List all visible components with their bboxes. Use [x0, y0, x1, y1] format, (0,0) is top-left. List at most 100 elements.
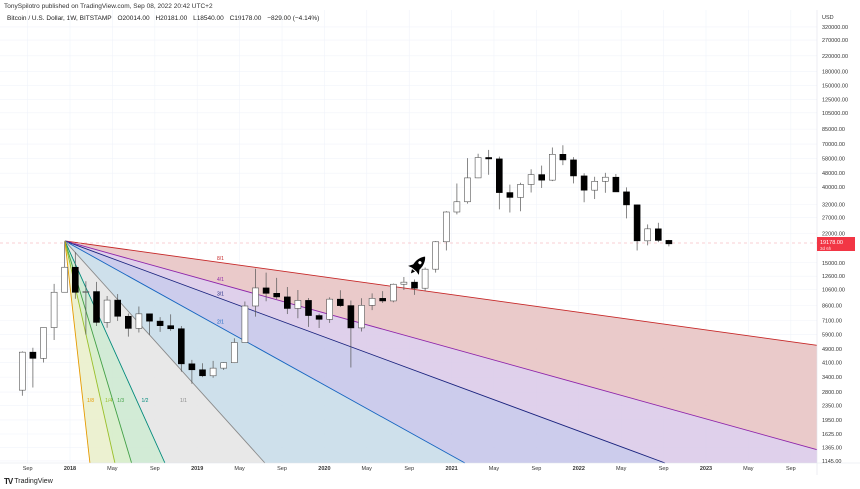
price-tick-label: 4900.00 — [822, 347, 842, 353]
time-tick-label: May — [743, 466, 754, 472]
candle-body — [654, 228, 662, 241]
candle-body — [506, 192, 514, 198]
fan-line-8-1 — [64, 240, 818, 346]
time-tick-label: May — [616, 466, 627, 472]
price-tick-label: 22000.00 — [822, 231, 845, 237]
candle-body — [252, 287, 259, 307]
candle-body — [464, 177, 471, 203]
gann-fan-labels: 8/1 4/1 3/1 2/1 1/1 1/2 1/3 1/4 1/8 — [87, 256, 224, 404]
current-price-badge: 19178.00 3d 6h — [817, 237, 855, 251]
price-tick-label: 320000.00 — [822, 25, 848, 31]
time-tick-label: Sep — [23, 466, 33, 472]
fan-label: 1/8 — [87, 398, 94, 404]
fan-line-3-1 — [64, 240, 666, 464]
price-tick-label: 2350.00 — [822, 404, 842, 410]
candle-body — [146, 313, 153, 322]
fan-line-1-2 — [64, 240, 166, 464]
candle-body — [315, 315, 323, 320]
price-tick-label: 150000.00 — [822, 83, 848, 89]
candle-body — [442, 211, 450, 243]
time-tick-label: May — [234, 466, 245, 472]
current-price-value: 19178.00 — [820, 240, 843, 246]
candle-body — [125, 315, 132, 329]
ohlc-close: C19178.00 — [229, 15, 262, 22]
bar-countdown: 3d 6h — [820, 246, 832, 251]
fan-label: 3/1 — [217, 291, 224, 297]
candle-body — [326, 298, 334, 320]
candle-body — [29, 351, 37, 359]
candle-body — [570, 159, 577, 177]
price-tick-label: 105000.00 — [822, 111, 848, 117]
time-tick-label: May — [107, 466, 118, 472]
price-tick-label: 5900.00 — [822, 333, 842, 339]
symbol-name[interactable]: Bitcoin / U.S. Dollar, 1W, BITSTAMP — [7, 15, 112, 22]
fan-line-4-1 — [64, 240, 818, 451]
fan-label: 1/3 — [117, 398, 124, 404]
symbol-legend: Bitcoin / U.S. Dollar, 1W, BITSTAMP O200… — [7, 15, 323, 22]
time-axis[interactable]: Sep 2018 May Sep 2019 May Sep 2020 May Sep 2021 May… — [23, 466, 796, 472]
candle-body — [283, 296, 291, 309]
candle-body — [358, 305, 365, 329]
price-tick-label: 58000.00 — [822, 157, 845, 163]
candle-body — [559, 154, 567, 161]
price-tick-label: 1625.00 — [822, 432, 842, 438]
fan-label: 4/1 — [217, 277, 224, 283]
candle-body — [231, 342, 238, 363]
ohlc-high: H20181.00 — [155, 15, 188, 22]
time-tick-label: May — [362, 466, 373, 472]
candle-body — [527, 174, 535, 185]
candle-body — [114, 299, 121, 317]
candle-body — [262, 287, 270, 294]
price-tick-label: 27000.00 — [822, 215, 845, 221]
candle-body — [612, 176, 620, 193]
candle-body — [50, 291, 58, 328]
candle-body — [411, 281, 418, 289]
price-tick-label: 12600.00 — [822, 274, 845, 280]
rocket-icon[interactable] — [406, 252, 431, 278]
price-tick-label: 10600.00 — [822, 288, 845, 294]
candle-body — [135, 313, 143, 329]
candle-body — [485, 157, 493, 160]
currency-label: USD — [822, 15, 834, 21]
time-tick-label: 2022 — [573, 466, 585, 472]
time-tick-label: Sep — [532, 466, 542, 472]
candle-body — [623, 191, 630, 206]
candle-body — [156, 320, 164, 326]
candle-body — [517, 184, 524, 198]
candle-body — [167, 325, 174, 330]
candle-body — [368, 298, 376, 306]
candle-body — [347, 305, 355, 329]
time-tick-label: Sep — [150, 466, 160, 472]
candle-body — [72, 266, 79, 293]
time-tick-label: Sep — [786, 466, 796, 472]
fan-label: 1/1 — [180, 398, 187, 404]
ohlc-change: −829.00 (−4.14%) — [267, 15, 320, 22]
candle-body — [82, 291, 90, 293]
gann-fan[interactable] — [64, 240, 818, 464]
candle-body — [389, 283, 397, 302]
price-tick-label: 125000.00 — [822, 97, 848, 103]
candle-body — [432, 241, 440, 270]
candle-body — [591, 181, 599, 191]
candle-body — [178, 328, 185, 365]
price-tick-label: 40000.00 — [822, 185, 845, 191]
fan-label: 1/4 — [105, 398, 112, 404]
price-tick-label: 70000.00 — [822, 142, 845, 148]
candle-body — [18, 351, 26, 391]
price-tick-label: 1145.00 — [822, 459, 841, 465]
ohlc-low: L18540.00 — [193, 15, 224, 22]
candle-body — [305, 300, 312, 316]
price-tick-label: 2800.00 — [822, 390, 842, 396]
candle-body — [103, 299, 111, 323]
candle-body — [273, 293, 281, 298]
fan-label: 8/1 — [217, 256, 224, 262]
price-tick-label: 1365.00 — [822, 445, 842, 451]
publisher-line: TonySpilotro published on TradingView.co… — [4, 3, 213, 10]
candle-body — [336, 298, 344, 306]
price-axis[interactable]: 320000.00 270000.00 220000.00 180000.00 1500… — [822, 25, 848, 465]
fan-line-1-8 — [64, 240, 91, 464]
tradingview-logo[interactable]: TV TradingView — [4, 477, 53, 486]
candle-body — [209, 367, 217, 377]
price-tick-label: 15000.00 — [822, 261, 845, 267]
